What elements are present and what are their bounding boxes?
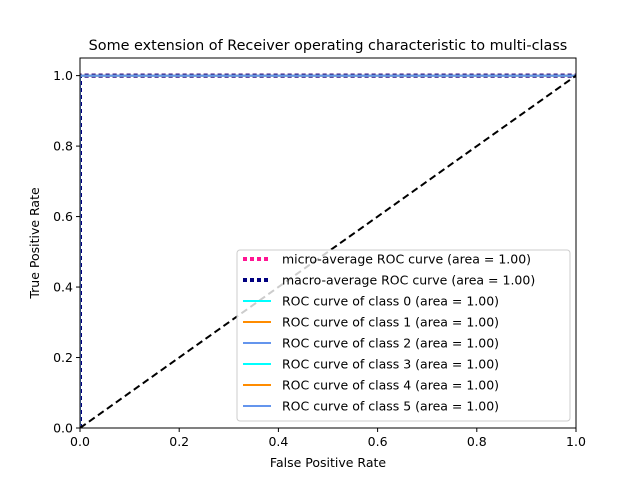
legend-box [236,249,571,422]
legend-label: ROC curve of class 0 (area = 1.00) [282,294,499,309]
legend: micro-average ROC curve (area = 1.00) mac… [236,249,571,422]
x-tick-label: 0.0 [70,434,90,449]
plot-frame [79,57,577,429]
legend-label: ROC curve of class 3 (area = 1.00) [282,357,499,372]
y-axis: 0.0 0.2 0.4 0.6 0.8 1.0 [53,68,80,436]
legend-label: macro-average ROC curve (area = 1.00) [282,273,535,288]
legend-label: micro-average ROC curve (area = 1.00) [282,252,531,267]
chart-title: Some extension of Receiver operating cha… [89,38,568,54]
x-tick-label: 0.4 [268,434,288,449]
legend-label: ROC curve of class 1 (area = 1.00) [282,315,499,330]
chance-diagonal-line [80,74,576,428]
x-tick-label: 0.2 [169,434,189,449]
roc-curve-series-7 [80,74,576,428]
y-tick-label: 1.0 [53,68,73,83]
roc-curves [80,73,576,428]
y-tick-label: 0.0 [53,421,73,436]
y-tick-label: 0.8 [53,139,73,154]
x-tick-label: 1.0 [566,434,586,449]
x-axis: 0.0 0.2 0.4 0.6 0.8 1.0 [70,428,586,449]
y-tick-label: 0.2 [53,350,73,365]
legend-label: ROC curve of class 4 (area = 1.00) [282,378,499,393]
legend-label: ROC curve of class 5 (area = 1.00) [282,399,499,414]
x-axis-label: False Positive Rate [270,455,386,470]
plot-area [79,57,577,429]
x-tick-label: 0.8 [467,434,487,449]
x-tick-label: 0.6 [368,434,388,449]
legend-label: ROC curve of class 2 (area = 1.00) [282,336,499,351]
y-axis-label: True Positive Rate [27,187,42,300]
y-tick-label: 0.4 [53,280,73,295]
y-tick-label: 0.6 [53,209,73,224]
